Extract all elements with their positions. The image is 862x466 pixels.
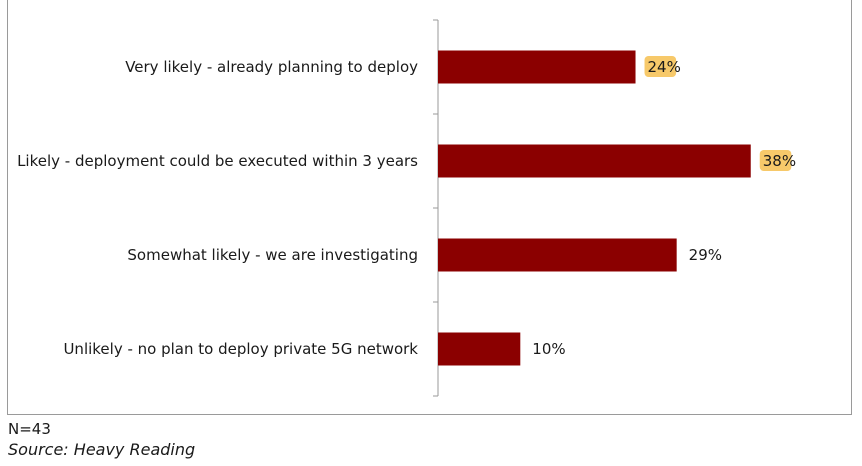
source-note: Source: Heavy Reading — [8, 440, 196, 459]
bar — [438, 238, 677, 272]
bar — [438, 50, 636, 84]
bar-chart: Very likely - already planning to deploy… — [17, 19, 796, 397]
bar — [438, 332, 521, 366]
value-label: 38% — [763, 152, 796, 170]
category-label: Likely - deployment could be executed wi… — [17, 152, 418, 170]
value-label: 29% — [689, 246, 722, 264]
category-label: Unlikely - no plan to deploy private 5G … — [63, 340, 418, 358]
bar — [438, 144, 751, 178]
value-label: 10% — [532, 340, 565, 358]
value-label: 24% — [648, 58, 681, 76]
value-label-highlight — [644, 56, 677, 77]
category-label: Very likely - already planning to deploy — [125, 58, 418, 76]
value-label-highlight — [759, 150, 792, 171]
chart-frame — [7, 0, 852, 415]
sample-size-note: N=43 — [8, 420, 51, 438]
category-label: Somewhat likely - we are investigating — [127, 246, 418, 264]
